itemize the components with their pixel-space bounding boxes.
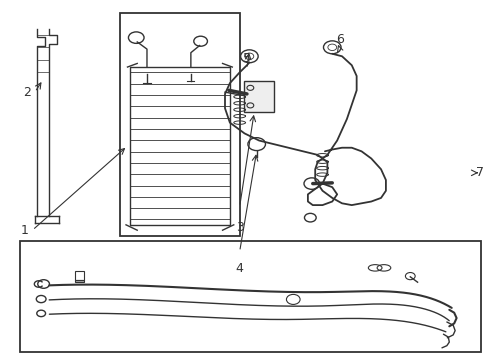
Bar xyxy=(120,13,239,235)
Text: 1: 1 xyxy=(20,224,28,237)
Bar xyxy=(75,271,83,280)
Bar xyxy=(130,67,229,225)
Text: 4: 4 xyxy=(235,262,243,275)
Bar xyxy=(75,280,83,282)
Text: 7: 7 xyxy=(475,166,483,179)
Text: 2: 2 xyxy=(22,86,30,99)
Text: 5: 5 xyxy=(243,52,250,65)
Text: 3: 3 xyxy=(235,221,243,234)
Bar xyxy=(20,241,480,352)
Text: 6: 6 xyxy=(335,32,343,45)
Bar xyxy=(244,81,273,112)
